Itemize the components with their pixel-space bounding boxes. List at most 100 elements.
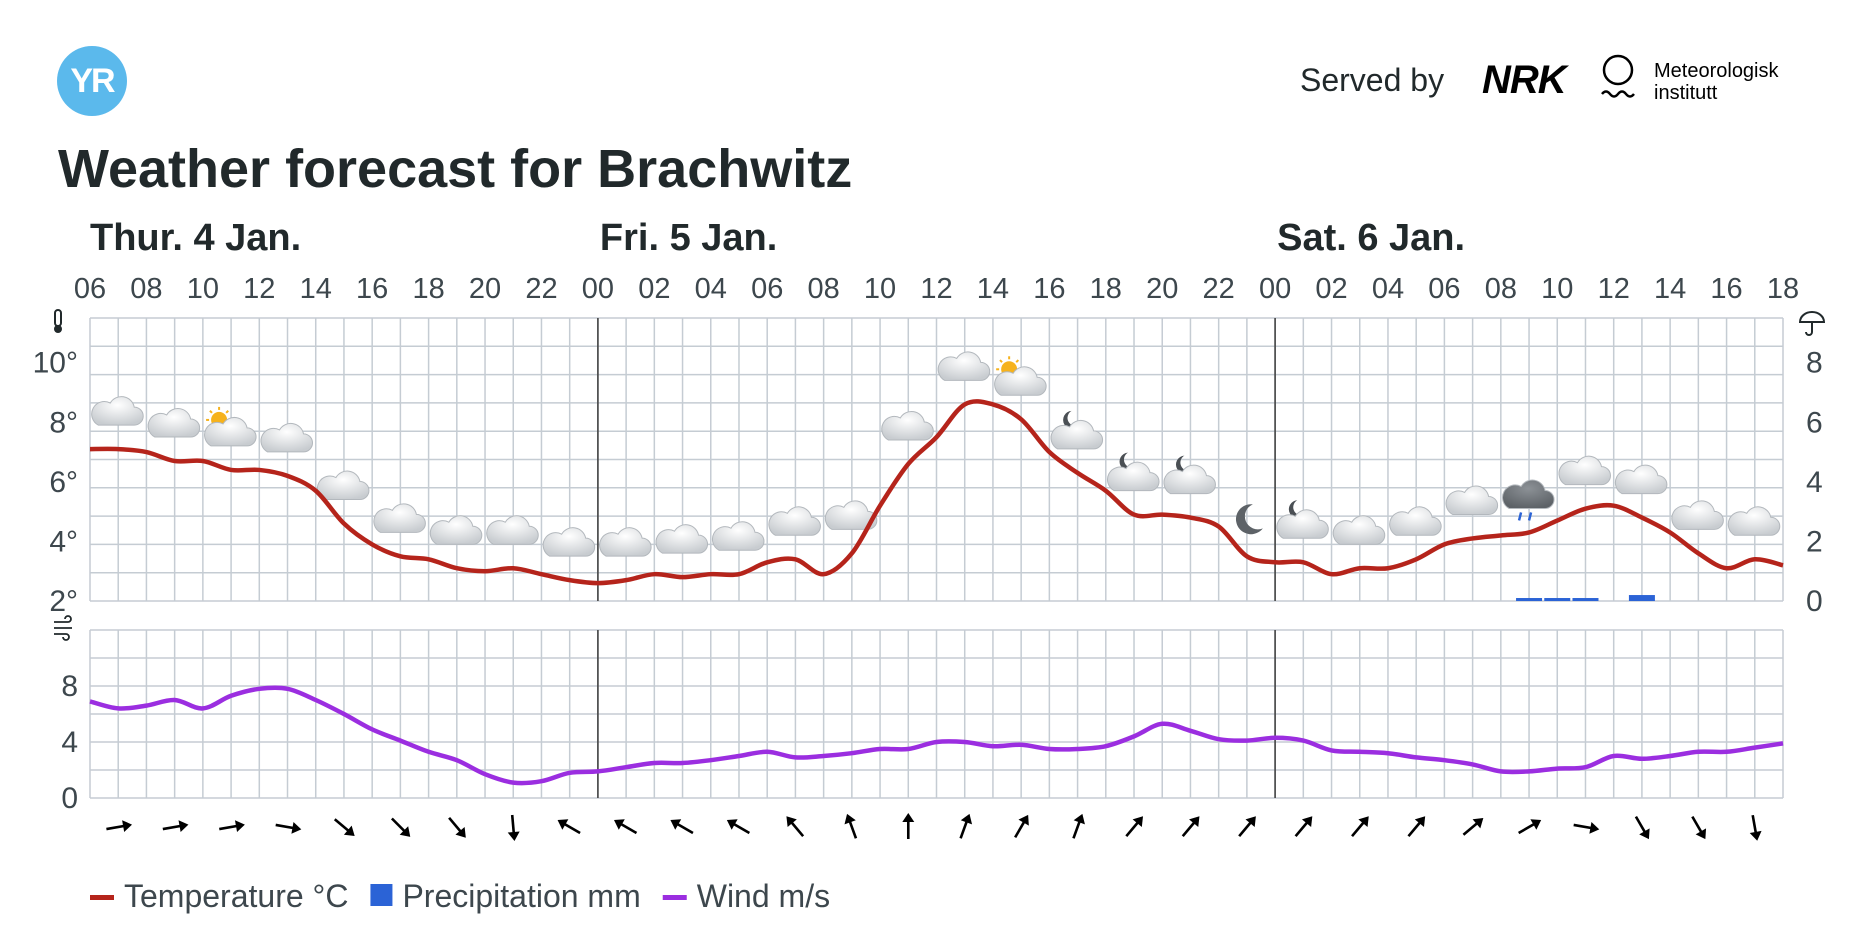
legend-label: Wind m/s [697,878,830,914]
partly-cloudy-night-icon [1107,452,1160,492]
yr-logo[interactable]: YR [57,46,127,116]
cloud-shape [994,366,1047,396]
cloud-icon [824,500,878,530]
sun-ray [1015,359,1020,363]
arrow-shaft [1751,814,1758,836]
legend-swatch [90,895,114,900]
cloud-shape [824,500,878,530]
cloud-icon [260,422,314,453]
arrow-shaft [106,824,127,831]
cloud-icon [881,411,934,441]
met-logo-icon [1601,54,1635,98]
x-tick-label: 06 [74,273,106,305]
x-tick-label: 02 [1315,273,1347,305]
cloud-shape [1107,461,1160,492]
x-tick-label: 10 [187,273,219,305]
arrow-head [1530,819,1542,830]
arrow-head [786,816,797,828]
sun-ray [209,410,213,414]
legend-item: Temperature °C [90,878,348,914]
x-tick-label: 02 [638,273,670,305]
arrow-head [902,813,915,822]
partly-cloudy-night-icon [1163,455,1216,495]
temperature-tick-label: 6° [49,466,78,499]
cloud-shape [91,396,144,426]
arrow-head [1245,816,1256,828]
cloud-shape [599,527,652,557]
rain-drop [1527,512,1533,521]
x-tick-label: 00 [582,273,614,305]
x-tick-label: 06 [751,273,783,305]
wind-arrow-icon [1462,818,1484,836]
legend-item: Wind m/s [662,878,830,914]
day-label: Thur. 4 Jan. [90,217,301,259]
met-institute-label[interactable]: Meteorologisk institutt [1654,60,1779,104]
temperature-grid [89,317,1784,602]
arrow-head [1358,816,1369,828]
met-line1: Meteorologisk [1654,60,1779,82]
cloud-shape [429,515,483,545]
umbrella-icon [1798,311,1826,336]
umbrella-handle [1805,322,1813,336]
arrow-shaft [731,821,751,835]
x-tick-label: 22 [1203,273,1235,305]
sun-ray [999,359,1003,363]
wind-arrow-icon [333,818,355,836]
temperature-tick-label: 8° [49,406,78,439]
rain-cloud-icon [1502,479,1555,521]
arrow-shaft [333,818,351,834]
arrow-head [122,820,133,833]
precipitation-tick-label: 0 [1806,585,1823,618]
precipitation-bar [1572,598,1599,601]
x-tick-label: 16 [1033,273,1065,305]
x-tick-label: 14 [300,273,332,305]
temperature-tick-label: 10° [33,347,78,380]
arrow-head [613,819,625,830]
day-label: Sat. 6 Jan. [1277,217,1465,259]
cloud-shape [1276,509,1329,539]
arrow-shaft [162,824,183,831]
x-tick-label: 14 [977,273,1009,305]
legend-item: Precipitation mm [370,878,641,914]
arrow-shaft [1634,815,1648,835]
cloud-shape [1671,500,1724,530]
cloud-shape [711,521,765,551]
x-tick-label: 18 [1767,273,1799,305]
arrow-head [1132,816,1144,828]
arrow-shaft [1518,821,1537,835]
x-tick-label: 20 [469,273,501,305]
wind-lines [54,615,72,641]
wind-arrow-icon [390,817,411,837]
precipitation-bar [1516,598,1543,601]
cloud-shape [316,470,370,501]
cloud-icon [486,515,539,545]
cloud-icon [768,506,821,536]
wind-arrow-icon [106,820,133,833]
arrow-shaft [1014,819,1027,839]
precipitation-tick-label: 2 [1806,525,1823,558]
moon-shape [1063,410,1080,429]
rain-drop [1517,512,1523,521]
wind-tick-label: 8 [61,670,78,703]
x-tick-label: 18 [412,273,444,305]
wind-arrow-icon [1634,815,1650,840]
arrow-head [557,819,569,830]
temperature-line [89,399,1784,586]
arrow-head [455,826,466,838]
moon-shape [1235,504,1263,535]
x-tick-label: 10 [1541,273,1573,305]
arrow-shaft [959,819,969,839]
x-tick-label: 04 [1372,273,1404,305]
cloud-shape [1558,455,1611,486]
cloud-icon [655,524,709,554]
nrk-logo[interactable]: NRK [1482,58,1567,102]
arrow-shaft [448,816,463,834]
day-label: Fri. 5 Jan. [600,217,777,259]
cloud-icon [937,351,991,381]
arrow-shaft [275,823,296,830]
cloud-shape [373,503,426,533]
arrow-head [234,820,245,833]
wind-line [89,685,1784,786]
arrow-head [399,826,411,837]
legend-swatch [370,884,393,906]
